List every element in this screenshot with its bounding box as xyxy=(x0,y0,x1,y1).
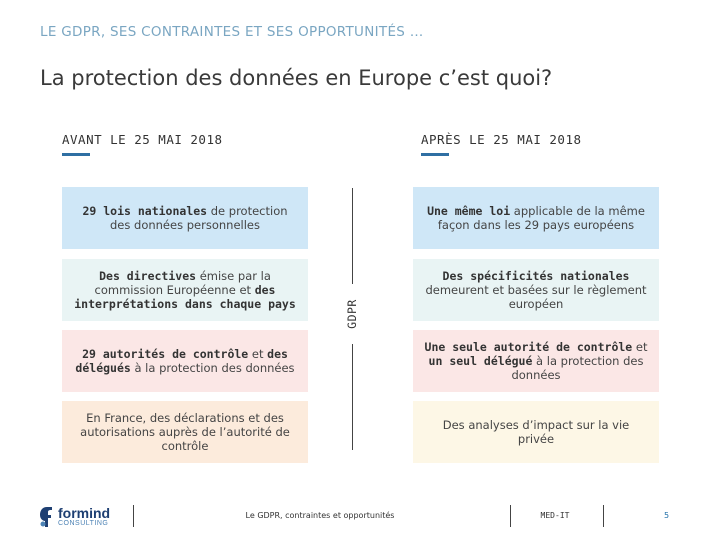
before-item-authorities: 29 autorités de contrôle et des délégués… xyxy=(62,330,308,392)
footer-event-label: MED-IT xyxy=(540,511,570,520)
after-heading-underline xyxy=(421,153,449,156)
section-kicker: LE GDPR, SES CONTRAINTES ET SES OPPORTUN… xyxy=(40,24,424,40)
logo-wordmark: formind xyxy=(58,505,111,521)
after-item-single-law: Une même loi applicable de la même façon… xyxy=(413,187,659,249)
after-heading: APRÈS LE 25 MAI 2018 xyxy=(421,132,582,147)
footer-divider-right xyxy=(603,505,604,527)
after-item-single-authority: Une seule autorité de contrôle et un seu… xyxy=(413,330,659,392)
before-heading-underline xyxy=(62,153,90,156)
after-item-national-specifics: Des spécificités nationales demeurent et… xyxy=(413,259,659,321)
before-item-directives: Des directives émise par la commission E… xyxy=(62,259,308,321)
after-item-impact-analysis: Des analyses d’impact sur la vie privée xyxy=(413,401,659,463)
slide-title: La protection des données en Europe c’es… xyxy=(40,66,553,90)
before-item-declarations: En France, des déclarations et des autor… xyxy=(62,401,308,463)
page-number: 5 xyxy=(664,511,670,520)
footer-divider-mid xyxy=(510,505,511,527)
formind-logo-icon xyxy=(40,507,52,527)
gdpr-divider-label: GDPR xyxy=(345,284,359,344)
before-heading: AVANT LE 25 MAI 2018 xyxy=(62,132,223,147)
logo-subtitle: CONSULTING xyxy=(58,520,109,527)
before-item-national-laws: 29 lois nationales de protection des don… xyxy=(62,187,308,249)
footer-divider-left xyxy=(133,505,134,527)
footer-presentation-title: Le GDPR, contraintes et opportunités xyxy=(245,511,395,520)
